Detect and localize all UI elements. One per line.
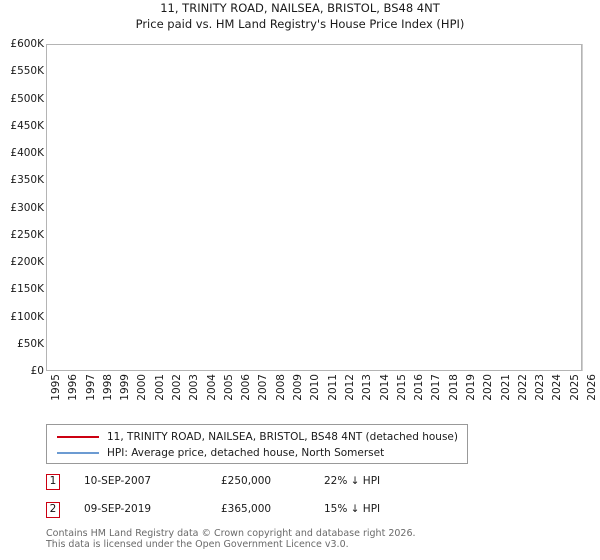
x-tick-label: 2007: [257, 374, 270, 401]
legend-entry-property: 11, TRINITY ROAD, NAILSEA, BRISTOL, BS48…: [53, 429, 461, 445]
sale-hpi-delta-2: 15% ↓ HPI: [324, 503, 381, 515]
sale-badge-1: 1: [46, 474, 60, 490]
x-tick-label: 2024: [551, 374, 564, 401]
x-tick-label: 2005: [222, 374, 235, 401]
x-tick-label: 2025: [568, 374, 581, 401]
x-tick-label: 2009: [292, 374, 305, 401]
page-title: 11, TRINITY ROAD, NAILSEA, BRISTOL, BS48…: [0, 0, 600, 32]
y-tick-label: £450K: [10, 119, 44, 132]
y-tick-label: £100K: [10, 310, 44, 323]
x-tick-label: 2000: [136, 374, 149, 401]
x-tick-label: 2002: [171, 374, 184, 401]
x-tick-label: 2014: [378, 374, 391, 401]
x-tick-label: 2018: [447, 374, 460, 401]
chart-legend: 11, TRINITY ROAD, NAILSEA, BRISTOL, BS48…: [46, 424, 468, 464]
y-tick-label: £300K: [10, 201, 44, 214]
x-tick-label: 2015: [395, 374, 408, 401]
y-tick-label: £250K: [10, 228, 44, 241]
footer-line-1: Contains HM Land Registry data © Crown c…: [46, 528, 416, 539]
legend-swatch-property: [57, 436, 99, 438]
x-tick-label: 1997: [84, 374, 97, 401]
y-tick-label: £400K: [10, 147, 44, 159]
x-tick-label: 2003: [188, 374, 201, 401]
x-tick-label: 2010: [309, 374, 322, 401]
x-tick-label: 2004: [205, 374, 218, 401]
x-tick-label: 2008: [274, 374, 287, 401]
y-axis-tick-labels: £0 £50K £100K £150K £200K £250K £300K £350K £400…: [0, 38, 44, 377]
x-tick-label: 1995: [50, 374, 62, 401]
sale-date-1: 10-SEP-2007: [84, 475, 152, 487]
x-tick-label: 2017: [430, 374, 443, 401]
x-axis-tick-labels: 1995 1996 1997 1998 1999 2000 2001 2002 2003 2004…: [46, 374, 598, 418]
footer-line-2: This data is licensed under the Open Gov…: [46, 539, 349, 550]
sale-date-2: 09-SEP-2019: [84, 503, 152, 515]
y-tick-label: £0: [30, 365, 44, 377]
x-tick-label: 2026: [586, 374, 598, 401]
plot-border: [46, 44, 582, 371]
x-tick-label: 2020: [482, 374, 495, 401]
y-tick-label: £600K: [10, 38, 44, 50]
legend-label-property: 11, TRINITY ROAD, NAILSEA, BRISTOL, BS48…: [107, 431, 458, 443]
y-tick-label: £350K: [10, 174, 44, 187]
legend-entry-hpi: HPI: Average price, detached house, Nort…: [53, 445, 461, 461]
sale-price-2: £365,000: [221, 503, 272, 515]
x-tick-label: 2022: [516, 374, 529, 401]
price-history-chart: 12: [46, 44, 583, 371]
x-tick-label: 2006: [240, 374, 253, 401]
title-line-primary: 11, TRINITY ROAD, NAILSEA, BRISTOL, BS48…: [160, 1, 440, 15]
title-line-secondary: Price paid vs. HM Land Registry's House …: [135, 17, 465, 31]
y-tick-label: £50K: [17, 337, 44, 350]
x-tick-label: 2019: [464, 374, 477, 401]
x-tick-label: 1999: [119, 374, 132, 401]
x-tick-label: 1998: [101, 374, 114, 401]
x-tick-label: 2021: [499, 374, 512, 401]
y-tick-label: £200K: [10, 256, 44, 268]
x-tick-label: 2011: [326, 374, 339, 401]
sale-badge-2: 2: [46, 502, 60, 518]
x-tick-label: 2001: [153, 374, 166, 401]
y-tick-label: £500K: [10, 92, 44, 105]
legend-label-hpi: HPI: Average price, detached house, Nort…: [107, 447, 385, 459]
y-tick-label: £550K: [10, 65, 44, 78]
footer-attribution: Contains HM Land Registry data © Crown c…: [46, 528, 586, 550]
x-tick-label: 2016: [413, 374, 426, 401]
sale-price-1: £250,000: [221, 475, 272, 487]
x-tick-label: 1996: [67, 374, 80, 401]
gridline-vertical: [582, 44, 583, 371]
y-tick-label: £150K: [10, 283, 44, 296]
x-tick-label: 2013: [361, 374, 374, 401]
x-tick-label: 2012: [343, 374, 356, 401]
legend-swatch-hpi: [57, 452, 99, 454]
x-tick-label: 2023: [534, 374, 547, 401]
sale-hpi-delta-1: 22% ↓ HPI: [324, 475, 381, 487]
